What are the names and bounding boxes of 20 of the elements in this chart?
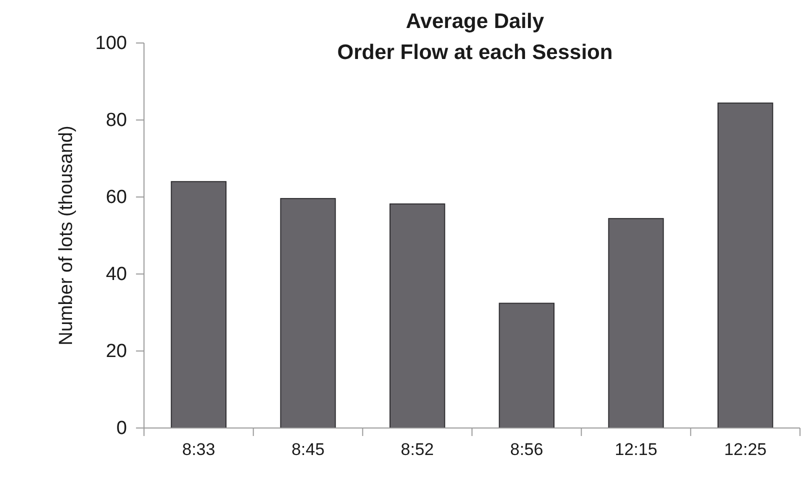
x-tick-label: 8:52: [400, 440, 434, 459]
y-tick-label: 0: [116, 418, 127, 440]
bar: [498, 302, 554, 428]
bar: [608, 218, 664, 428]
bar: [170, 181, 226, 428]
y-tick-label: 60: [106, 187, 127, 208]
bar: [718, 102, 774, 428]
bar: [390, 203, 446, 428]
x-tick-label: 8:33: [182, 440, 216, 459]
y-tick-label: 40: [106, 264, 127, 286]
x-tick-label: 8:45: [291, 440, 325, 459]
bar: [280, 198, 336, 428]
y-tick-label: 80: [106, 110, 127, 132]
y-tick-label: 100: [95, 33, 127, 54]
y-tick-label: 20: [106, 341, 127, 362]
x-tick-label: 12:15: [614, 440, 658, 459]
x-tick-label: 12:25: [724, 440, 767, 459]
y-axis-title: Number of lots (thousand): [56, 126, 77, 346]
x-tick-label: 8:56: [510, 440, 544, 459]
chart-title: Average Daily Order Flow at each Session: [337, 10, 613, 64]
